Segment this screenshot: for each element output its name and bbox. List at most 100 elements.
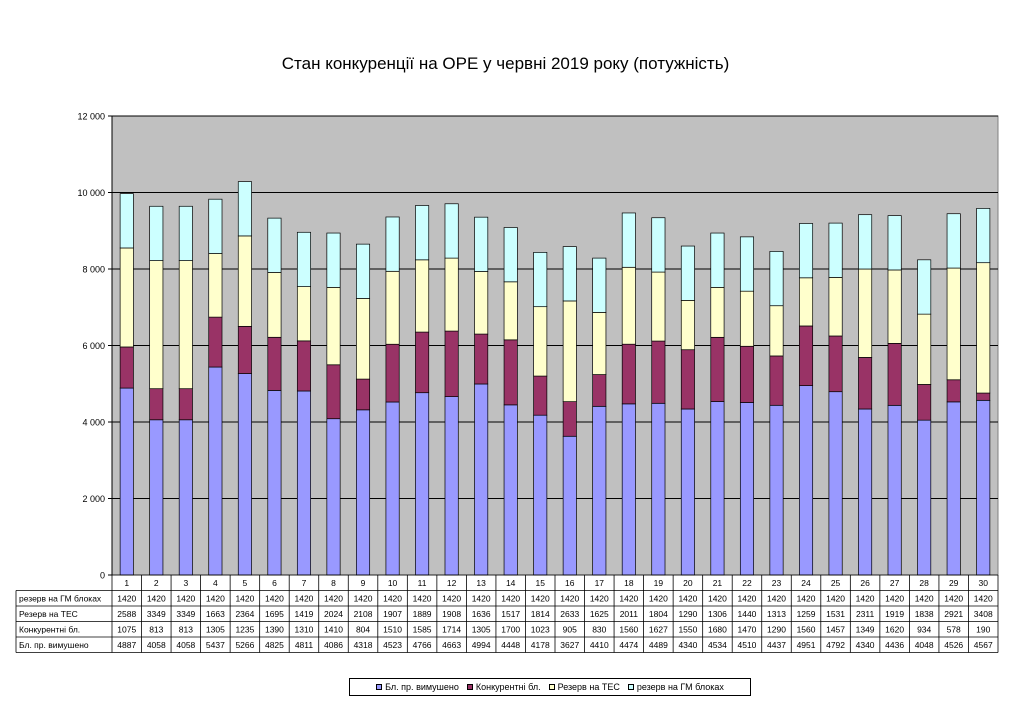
category-label: 2 (154, 578, 159, 588)
bar-segment (828, 391, 843, 576)
table-cell-value: 1517 (501, 609, 520, 619)
gridlines (112, 115, 998, 499)
table-cell-value: 1531 (826, 609, 845, 619)
table-cell-value: 4994 (472, 640, 491, 650)
table-cell-value: 2311 (856, 609, 875, 619)
y-tick-label: 0 (100, 571, 105, 581)
legend-label: резерв на ГМ блоках (636, 682, 724, 692)
bar-segment (769, 355, 784, 406)
table-cell-value: 1420 (708, 594, 727, 604)
table-cell-value: 4489 (649, 640, 668, 650)
category-label: 25 (831, 578, 841, 588)
legend-swatch (627, 684, 634, 690)
table-cell-value: 2024 (324, 609, 343, 619)
table-cell-value: 1420 (442, 594, 461, 604)
bar-segment (385, 270, 400, 345)
bar-segment (356, 243, 371, 299)
table-cell-value: 4766 (413, 640, 432, 650)
bar-segment (562, 401, 577, 437)
table-cell-value: 4887 (117, 640, 136, 650)
table-cell-value: 4567 (974, 640, 993, 650)
legend: Бл. пр. вимушено Конкурентні бл. Резерв на… (349, 678, 751, 696)
category-label: 12 (447, 578, 457, 588)
table-cell-value: 1313 (767, 609, 786, 619)
bar-segment (296, 390, 311, 576)
category-label: 24 (801, 578, 811, 588)
bar-segment (178, 419, 193, 576)
bar-segment (356, 378, 371, 411)
bar-segment (503, 339, 518, 406)
table-cell-value: 1420 (974, 594, 993, 604)
bar-segment (621, 212, 636, 268)
table-cell-value: 4825 (265, 640, 284, 650)
bar-segment (267, 390, 282, 576)
table-cell-value: 4437 (767, 640, 786, 650)
category-label: 18 (624, 578, 634, 588)
table-cell-value: 1349 (856, 625, 875, 635)
bar-segment (828, 335, 843, 393)
table-cell-value: 1420 (590, 594, 609, 604)
bar-segment (267, 336, 282, 391)
category-label: 28 (919, 578, 929, 588)
bar-segment (769, 404, 784, 576)
bar-segment (119, 247, 134, 348)
table-cell-value: 4510 (738, 640, 757, 650)
legend-swatch (376, 684, 383, 690)
table-cell-value: 1700 (501, 625, 520, 635)
bar-segment (237, 235, 252, 327)
bar-segment (474, 333, 489, 385)
table-cell-value: 905 (563, 625, 577, 635)
bar-segment (562, 435, 577, 576)
table-cell-value: 813 (149, 625, 163, 635)
bar-segment (651, 340, 666, 404)
table-cell-value: 813 (179, 625, 193, 635)
chart-title: Стан конкуренції на ОРЕ у червні 2019 ро… (281, 54, 730, 73)
table-cell-value: 4663 (442, 640, 461, 650)
bar-segment (533, 252, 548, 308)
category-label: 14 (506, 578, 516, 588)
table-cell-value: 1470 (738, 625, 757, 635)
table-cell-value: 1310 (295, 625, 314, 635)
category-label: 7 (302, 578, 307, 588)
bars (119, 181, 991, 576)
table-cell-value: 1075 (117, 625, 136, 635)
bar-segment (828, 222, 843, 278)
bar-segment (887, 269, 902, 344)
legend-item: Бл. пр. вимушено (376, 682, 459, 692)
table-cell-value: 4178 (531, 640, 550, 650)
data-table: 1 2 3 4 5 6 7 8 9 10 11 12 13 14 15 16 17 18 19 20 21 22 23 24 2… (15, 574, 999, 653)
bar-segment (562, 300, 577, 403)
bar-segment (444, 257, 459, 332)
table-cell-value: 1420 (531, 594, 550, 604)
category-label: 1 (124, 578, 129, 588)
bar-segment (296, 340, 311, 392)
table-cell-value: 1627 (649, 625, 668, 635)
category-label: 19 (654, 578, 664, 588)
table-cell-value: 4523 (383, 640, 402, 650)
bar-segment (976, 208, 991, 264)
legend-item: резерв на ГМ блоках (627, 682, 724, 692)
table-cell-value: 4811 (295, 640, 314, 650)
bar-segment (710, 287, 725, 338)
table-cell-value: 3349 (176, 609, 195, 619)
bar-segment (119, 346, 134, 389)
category-label: 15 (535, 578, 545, 588)
bar-segment (946, 267, 961, 381)
bar-segment (680, 349, 695, 410)
bar-segment (474, 216, 489, 272)
table-cell-value: 1420 (383, 594, 402, 604)
table-cell-value: 934 (917, 625, 931, 635)
bar-segment (326, 287, 341, 366)
category-label: 20 (683, 578, 693, 588)
table-cell-value: 4951 (797, 640, 816, 650)
bar-segment (917, 384, 932, 421)
table-cell-value: 190 (976, 625, 990, 635)
bar-segment (592, 405, 607, 576)
bar-segment (592, 374, 607, 407)
bar-segment (651, 402, 666, 576)
table-cell-value: 1889 (413, 609, 432, 619)
table-cell-value: 4534 (708, 640, 727, 650)
bar-segment (444, 396, 459, 576)
bar-segment (178, 388, 193, 421)
bar-segment (237, 325, 252, 374)
